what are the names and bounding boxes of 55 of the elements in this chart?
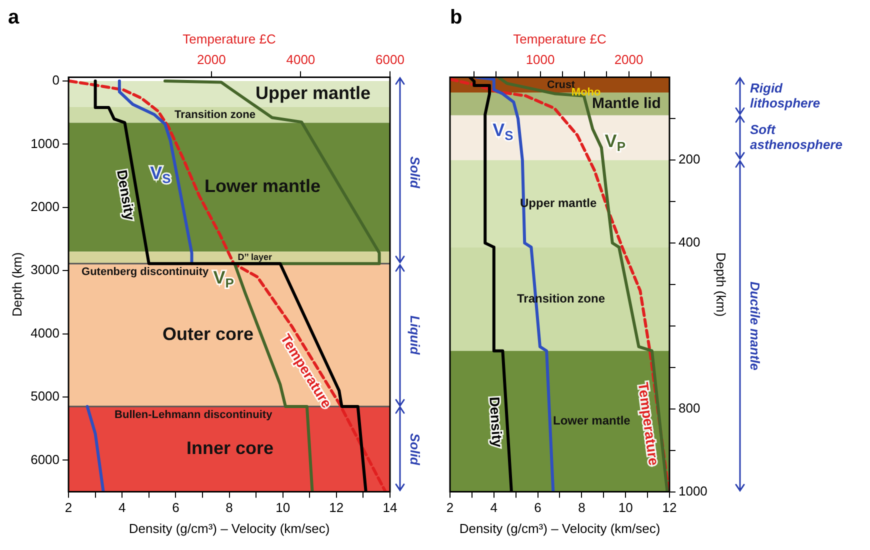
x-axis-title: Density (g/cm³) – Velocity (km/sec): [459, 520, 660, 536]
x-tick-label: 4: [118, 500, 126, 516]
ref-line-label: Bullen-Lehmann discontinuity: [114, 409, 274, 422]
band-label: Transition zone: [174, 108, 256, 121]
x-tick-label: 6: [172, 500, 180, 516]
text: Ductile mantle: [747, 282, 762, 370]
text: Rigid lithosphere: [750, 80, 820, 110]
x-tick-label: 8: [578, 500, 586, 516]
y-tick-label: 400: [678, 234, 700, 250]
band-label: Lower mantle: [204, 176, 321, 196]
ref-line-label: Gutenberg discontinuity: [82, 266, 210, 278]
y-axis-title: Depth (km): [714, 252, 729, 317]
x-axis-title: Density (g/cm³) – Velocity (km/sec): [128, 520, 330, 536]
x-tick-label: 14: [382, 500, 398, 516]
y-tick-label: 2000: [30, 198, 60, 214]
band-label: D’’ layer: [238, 252, 272, 262]
x2-axis-title: Temperature £C: [182, 31, 276, 46]
x2-tick-label: 6000: [376, 52, 404, 67]
y-tick-label: 4000: [30, 325, 60, 340]
x-tick-label: 4: [490, 500, 498, 516]
text: Solid: [407, 156, 422, 190]
band-label: Outer core: [162, 324, 254, 344]
chart-title: b: [450, 6, 462, 29]
y-tick-label: 1000: [30, 136, 60, 151]
x2-tick-label: 4000: [286, 52, 316, 67]
y-axis-title: Depth (km): [9, 252, 24, 317]
x-tick-label: 2: [64, 500, 72, 516]
text: Density: [486, 396, 506, 448]
x-tick-label: 6: [534, 500, 542, 516]
y-tick-label: 0: [52, 72, 60, 88]
text: Temperature: [635, 381, 662, 467]
x-tick-label: 10: [276, 500, 290, 516]
x2-axis-title: Temperature £C: [513, 31, 606, 46]
chart-title: a: [8, 6, 20, 29]
text: Solid: [407, 433, 422, 466]
x-tick-label: 8: [226, 500, 233, 516]
y-tick-label: 5000: [30, 388, 60, 404]
y-tick-label: 1000: [678, 483, 708, 498]
x-tick-label: 12: [329, 500, 344, 516]
x2-tick-label: 2000: [196, 52, 226, 67]
x2-tick-label: 2000: [614, 52, 644, 67]
x-tick-label: 10: [618, 500, 633, 516]
band-label: Lower mantle: [552, 414, 631, 428]
text: Density: [114, 168, 138, 222]
x-tick-label: 2: [446, 500, 454, 516]
x2-tick-label: 1000: [526, 52, 555, 67]
text: Soft asthenosphere: [750, 122, 842, 152]
text: Liquid: [407, 316, 422, 356]
band-label: Inner core: [186, 438, 274, 458]
y-tick-label: 6000: [30, 452, 60, 467]
x-tick-label: 12: [662, 500, 677, 516]
band-label: Upper mantle: [256, 82, 371, 103]
y-tick-label: 800: [678, 400, 700, 416]
y-tick-label: 200: [678, 152, 700, 167]
y-tick-label: 3000: [30, 262, 60, 278]
